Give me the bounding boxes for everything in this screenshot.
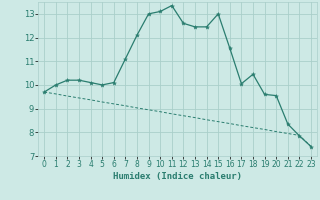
X-axis label: Humidex (Indice chaleur): Humidex (Indice chaleur) (113, 172, 242, 181)
